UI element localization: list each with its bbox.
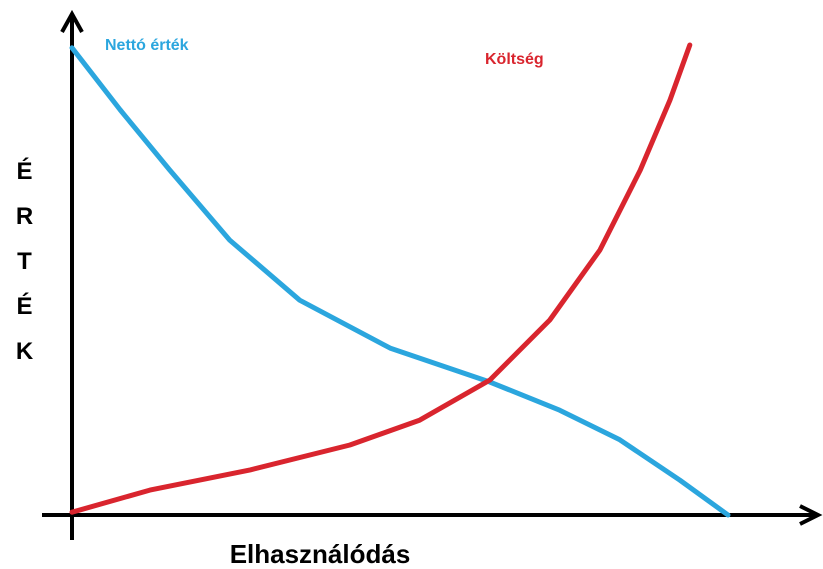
series-label: Nettó érték bbox=[105, 37, 189, 54]
y-axis-arrow bbox=[60, 9, 84, 33]
x-axis-label: Elhasználódás bbox=[230, 539, 411, 569]
series-label: Költség bbox=[485, 51, 544, 68]
x-axis-arrow bbox=[799, 504, 823, 526]
line-series bbox=[69, 45, 731, 518]
line-series bbox=[69, 42, 693, 515]
y-axis-label: ÉRTÉK bbox=[11, 158, 38, 383]
